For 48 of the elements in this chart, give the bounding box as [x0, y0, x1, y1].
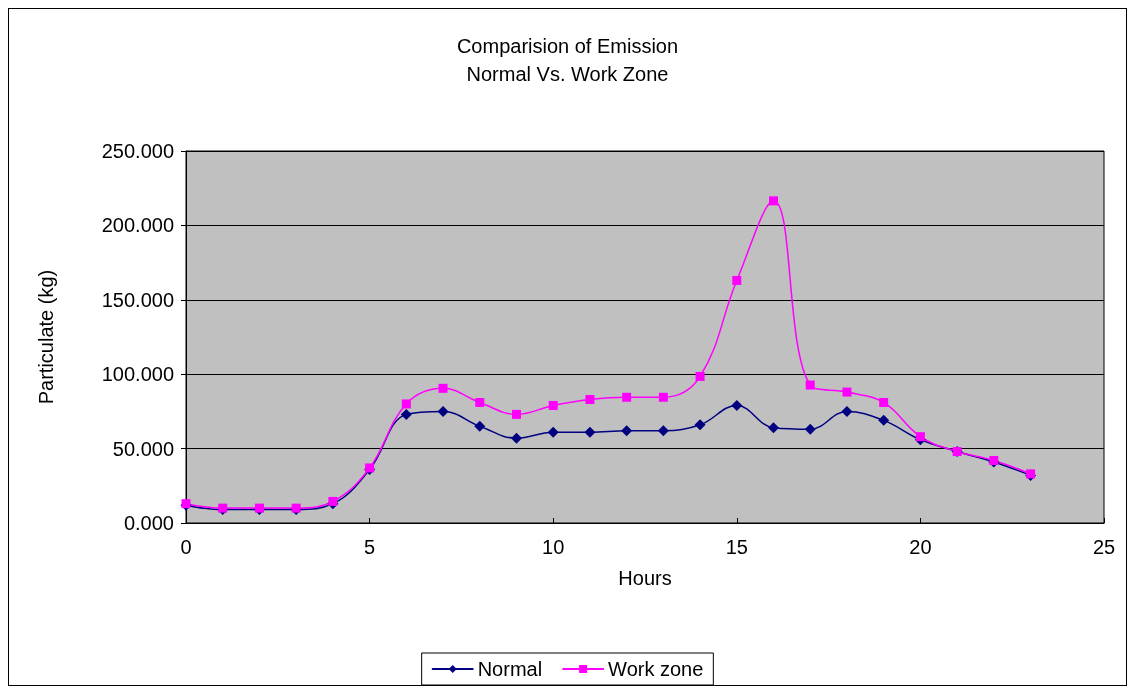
x-tick-label: 20: [909, 536, 932, 558]
y-tick-label: 100.000: [101, 363, 174, 386]
point: [805, 380, 815, 390]
chart-title: Comparision of Emission: [456, 35, 679, 57]
point: [694, 419, 706, 431]
point: [879, 397, 889, 407]
y-tick-label: 200.000: [101, 214, 174, 237]
legend-label: Work zone: [608, 658, 704, 680]
chart-subtitle: Normal Vs. Work Zone: [466, 63, 669, 85]
point: [732, 275, 742, 285]
point: [769, 196, 779, 206]
point: [401, 399, 411, 409]
point: [878, 414, 890, 426]
point: [804, 423, 816, 435]
point: [768, 422, 780, 434]
point: [841, 405, 853, 417]
point: [547, 426, 559, 438]
point: [510, 432, 522, 444]
y-tick-label: 150.000: [101, 288, 174, 311]
point: [585, 395, 595, 404]
y-axis-title: Particulate (kg): [35, 269, 57, 405]
point: [622, 392, 632, 402]
legend-label: Normal: [477, 658, 543, 680]
point: [915, 432, 925, 442]
y-tick-label: 50.000: [112, 437, 174, 460]
point: [475, 397, 485, 407]
point: [621, 425, 633, 437]
point: [731, 399, 743, 411]
x-tick-label: 25: [1092, 536, 1116, 558]
point: [548, 400, 558, 410]
point: [437, 405, 449, 417]
point: [584, 426, 596, 438]
point: [474, 420, 486, 432]
point: [438, 383, 448, 393]
x-tick-label: 0: [180, 536, 192, 558]
point: [657, 425, 669, 437]
x-axis-title: Hours: [618, 567, 672, 589]
point: [400, 408, 412, 420]
point: [328, 496, 338, 506]
x-tick-label: 5: [364, 536, 376, 558]
x-tick-label: 15: [725, 536, 748, 558]
x-tick-label: 10: [542, 536, 565, 558]
point: [842, 387, 852, 397]
y-tick-label: 0.000: [123, 512, 174, 534]
point: [658, 392, 668, 402]
point: [695, 371, 705, 381]
y-tick-label: 250.000: [101, 140, 174, 162]
point: [511, 409, 521, 419]
